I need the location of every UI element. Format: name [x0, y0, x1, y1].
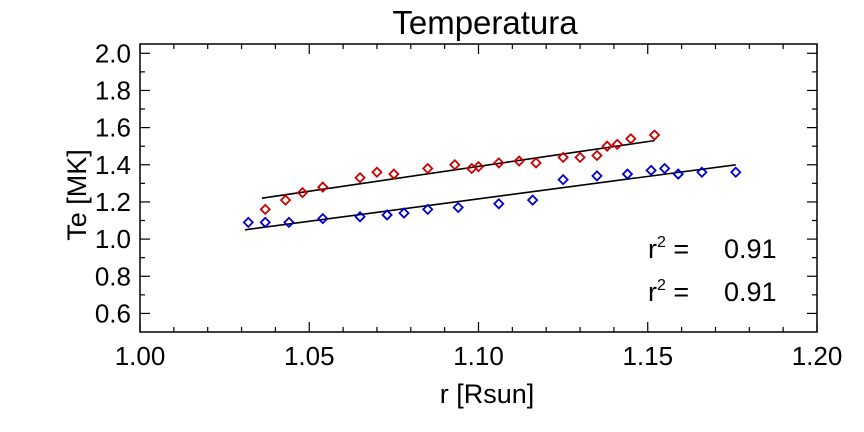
data-point-series-1 [729, 166, 742, 178]
y-tick-label: 1.6 [95, 113, 131, 143]
chart-title: Temperatura [392, 4, 578, 41]
data-point-series-0 [421, 162, 434, 175]
data-point-series-0 [259, 203, 272, 216]
equals-sign: = [666, 234, 689, 264]
y-axis-label: Te [MK] [62, 149, 92, 241]
data-point-series-0 [388, 168, 400, 180]
x-tick-label: 1.05 [284, 341, 335, 371]
data-point-series-1 [421, 203, 434, 216]
data-point-series-1 [591, 170, 603, 182]
r-squared-annotation-red: r2 = 0.91 [648, 277, 777, 307]
x-tick-label: 1.20 [792, 341, 843, 371]
data-point-series-0 [279, 194, 292, 206]
y-tick-label: 1.0 [95, 224, 131, 254]
fit-line-0 [261, 139, 655, 200]
plot-frame [139, 43, 818, 333]
r-squared-value-blue: 0.91 [724, 234, 777, 264]
y-tick-label: 1.2 [95, 187, 131, 217]
data-point-series-1 [317, 212, 329, 225]
x-tick-label: 1.10 [453, 341, 504, 371]
y-tick-label: 0.6 [95, 298, 131, 328]
data-point-series-1 [696, 166, 708, 178]
x-axis-ticks: 1.00 1.05 1.10 1.15 1.20 [115, 44, 843, 371]
data-point-series-0 [625, 132, 637, 145]
data-point-series-0 [648, 129, 661, 141]
data-point-series-0 [557, 151, 569, 164]
fit-lines [244, 139, 736, 231]
r-symbol: r [648, 234, 657, 264]
r-squared-annotation-blue: r2 = 0.91 [648, 234, 777, 264]
data-point-series-1 [621, 168, 634, 180]
data-point-series-1 [283, 216, 295, 229]
data-point-series-0 [574, 151, 586, 164]
y-tick-label: 2.0 [95, 38, 131, 68]
superscript: 2 [657, 277, 666, 294]
data-point-series-0 [354, 172, 366, 184]
data-point-series-0 [530, 157, 542, 169]
data-point-series-0 [611, 138, 624, 151]
x-tick-label: 1.15 [622, 341, 673, 371]
data-point-series-0 [371, 166, 383, 178]
data-point-series-1 [557, 173, 569, 186]
y-tick-label: 0.8 [95, 261, 131, 291]
r-squared-label-red: r2 = [648, 277, 689, 307]
data-point-series-0 [449, 159, 461, 171]
data-point-series-0 [296, 186, 309, 199]
y-tick-label: 1.4 [95, 150, 131, 180]
superscript: 2 [657, 234, 666, 251]
data-point-series-0 [472, 160, 485, 173]
data-point-series-1 [658, 162, 671, 175]
r-symbol: r [648, 277, 657, 307]
data-point-series-0 [601, 140, 613, 152]
y-axis-ticks: 0.6 0.8 1.0 1.2 1.4 1.6 1.8 2.0 [95, 38, 817, 328]
data-point-series-0 [493, 157, 505, 169]
data-point-series-0 [513, 155, 525, 167]
data-point-series-1 [354, 211, 366, 223]
y-tick-label: 1.8 [95, 75, 131, 105]
x-tick-label: 1.00 [115, 341, 166, 371]
data-point-series-1 [526, 194, 539, 206]
data-point-series-1 [398, 207, 410, 219]
data-markers [242, 129, 742, 229]
data-point-series-0 [317, 181, 329, 193]
data-point-series-1 [452, 201, 464, 214]
data-point-series-1 [381, 209, 393, 221]
data-point-series-1 [645, 164, 657, 177]
data-point-series-1 [259, 216, 272, 229]
equals-sign: = [666, 277, 689, 307]
data-point-series-1 [672, 168, 684, 180]
r-squared-value-red: 0.91 [724, 277, 777, 307]
data-point-series-1 [242, 216, 255, 229]
r-squared-label-blue: r2 = [648, 234, 689, 264]
x-axis-label: r [Rsun] [440, 379, 535, 409]
data-point-series-1 [493, 198, 505, 210]
data-point-series-0 [591, 149, 603, 162]
